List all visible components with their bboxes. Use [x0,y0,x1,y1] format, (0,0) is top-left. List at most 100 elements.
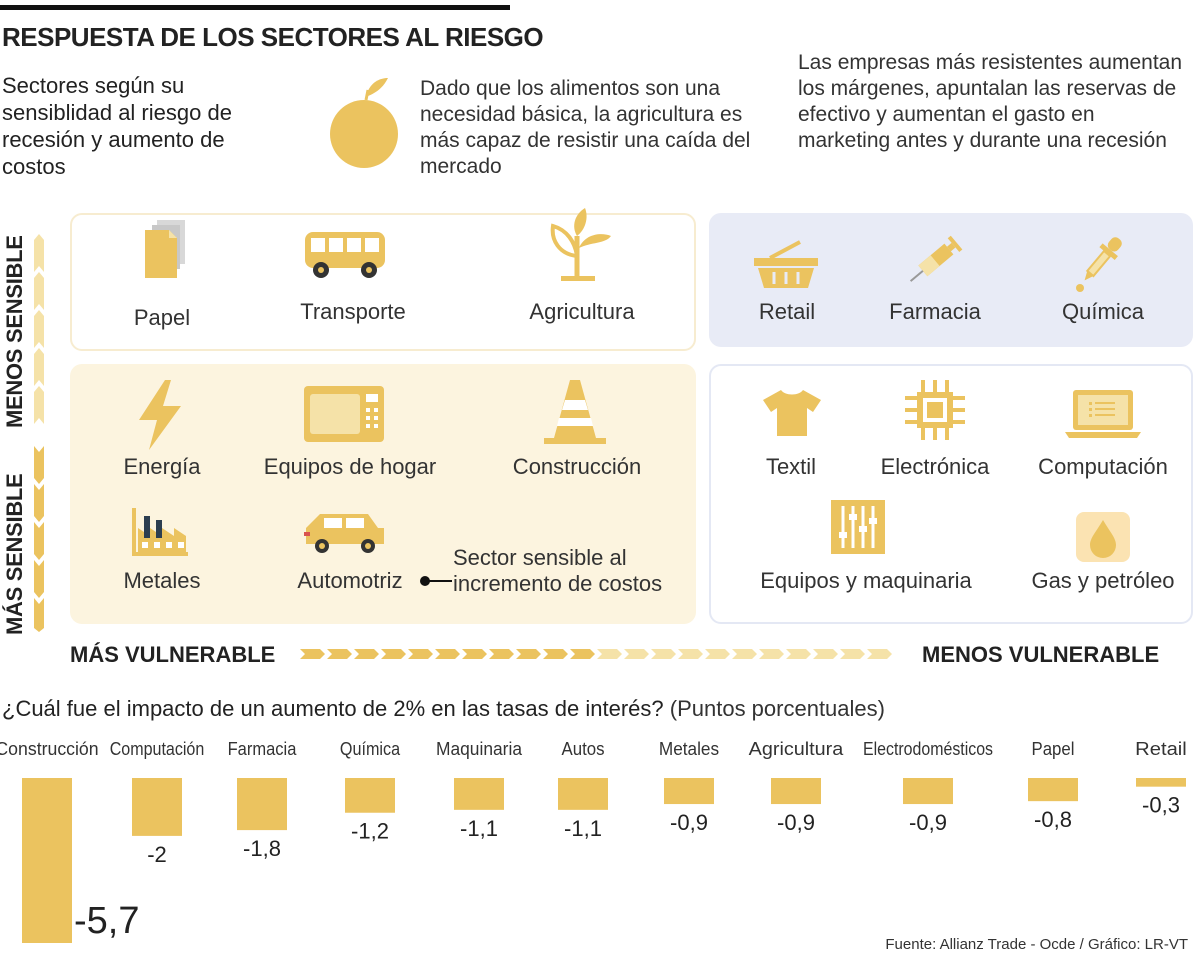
vulnerability-chevron [840,649,865,659]
vulnerability-chevron [300,649,325,659]
agriculture-note: Dado que los alimentos son una necesidad… [420,77,751,178]
category-label: Agricultura [749,739,845,759]
vulnerability-chevron [570,649,595,659]
category-label: Metales [659,739,719,759]
vulnerability-chevron [732,649,757,659]
axis-less-sensitive: MENOS SENSIBLE [2,235,27,428]
sector-papel: Papel [133,305,191,330]
vulnerability-chevron [408,649,433,659]
sector-electronica: Electrónica [880,454,990,479]
category-label: Farmacia [228,739,298,759]
bar [558,778,608,810]
bar [903,778,953,805]
category-label: Computación [110,739,205,759]
value-label: -0,8 [1034,807,1072,832]
lightning-icon [139,380,181,450]
vulnerability-chevron [651,649,676,659]
paper-icon [145,220,185,278]
sector-construccion: Construcción [512,454,642,479]
bar [454,778,504,810]
resilient-note: Las empresas más resistentes aumentan lo… [798,51,1183,152]
plant-icon [550,208,611,281]
vulnerability-chevron [462,649,487,659]
bar [22,778,72,943]
sector-equipos-maquinaria: Equipos y maquinaria [760,568,972,593]
cone-icon [544,380,606,444]
value-label: -0,9 [777,810,815,835]
chart-subtitle: (Puntos porcentuales) [669,696,885,721]
sector-metales: Metales [123,568,201,593]
category-label: Construcción [0,739,99,759]
vulnerability-chevron [354,649,379,659]
category-label: Papel [1032,739,1075,759]
orange-icon [330,78,398,168]
value-label: -1,2 [351,819,389,844]
value-label: -1,1 [460,816,498,841]
bar [237,778,287,831]
source-credit: Fuente: Allianz Trade - Ocde / Gráfico: … [885,936,1188,953]
category-label: Electrodomésticos [863,739,993,759]
vulnerability-chevron [867,649,892,659]
vulnerability-chevron [705,649,730,659]
bar [1136,778,1186,787]
factory-icon [132,508,188,556]
syringe-icon [909,235,963,282]
dropper-icon [1076,237,1122,292]
value-label: -1,1 [564,816,602,841]
bar [132,778,182,836]
vulnerability-chevron [759,649,784,659]
vulnerability-chevron [435,649,460,659]
category-label: Autos [562,739,605,759]
value-label: -2 [147,842,167,867]
chip-icon [905,380,965,440]
value-label: -5,7 [74,900,139,942]
vulnerability-chevron [597,649,622,659]
axis-more-vulnerable: MÁS VULNERABLE [70,642,276,667]
microwave-icon [304,386,384,442]
bar [345,778,395,813]
cost-sensitive-note: Sector sensible al incremento de costos [453,545,663,596]
vulnerability-chevron [624,649,649,659]
vulnerability-chevron [786,649,811,659]
sector-textil: Textil [765,454,817,479]
vulnerability-chevron [516,649,541,659]
vulnerability-chevron [543,649,568,659]
chart-heading: ¿Cuál fue el impacto de un aumento de 2%… [2,696,885,722]
sector-agricultura: Agricultura [529,299,635,324]
vulnerability-chevron [678,649,703,659]
vulnerability-chevron [381,649,406,659]
car-icon [304,514,384,553]
category-label: Retail [1135,739,1187,759]
interest-impact-chart: Construcción -5,7 Computación -2 Farmacia -1,… [0,739,1187,943]
sector-equipos-hogar: Equipos de hogar [263,454,437,479]
value-label: -0,9 [909,810,947,835]
bar [1028,778,1078,802]
axis-more-sensitive: MÁS SENSIBLE [2,473,27,635]
axis-less-vulnerable: MENOS VULNERABLE [922,642,1160,667]
vulnerability-chevron [489,649,514,659]
chart-title: ¿Cuál fue el impacto de un aumento de 2%… [2,696,664,721]
sector-gas-petroleo: Gas y petróleo [1031,568,1175,593]
value-label: -0,9 [670,810,708,835]
basket-icon [754,240,818,288]
laptop-icon [1065,390,1141,438]
category-label: Maquinaria [436,739,523,759]
bar [771,778,821,805]
sector-retail: Retail [758,299,816,324]
bus-icon [305,232,385,278]
category-label: Química [340,739,401,759]
intro-text: Sectores según su sensiblidad al riesgo … [2,73,232,179]
bar [664,778,714,805]
equalizer-icon [831,500,885,554]
oil-drop-icon [1076,512,1130,562]
cost-marker [420,576,452,586]
shirt-icon [763,390,821,436]
sector-transporte: Transporte [300,299,406,324]
value-label: -1,8 [243,836,281,861]
sector-quimica: Química [1062,299,1144,324]
page-title: RESPUESTA DE LOS SECTORES AL RIESGO [2,22,544,52]
vulnerability-arrow [300,649,892,659]
value-label: -0,3 [1142,793,1180,818]
sector-energia: Energía [123,454,201,479]
sensitivity-arrow [34,234,44,632]
